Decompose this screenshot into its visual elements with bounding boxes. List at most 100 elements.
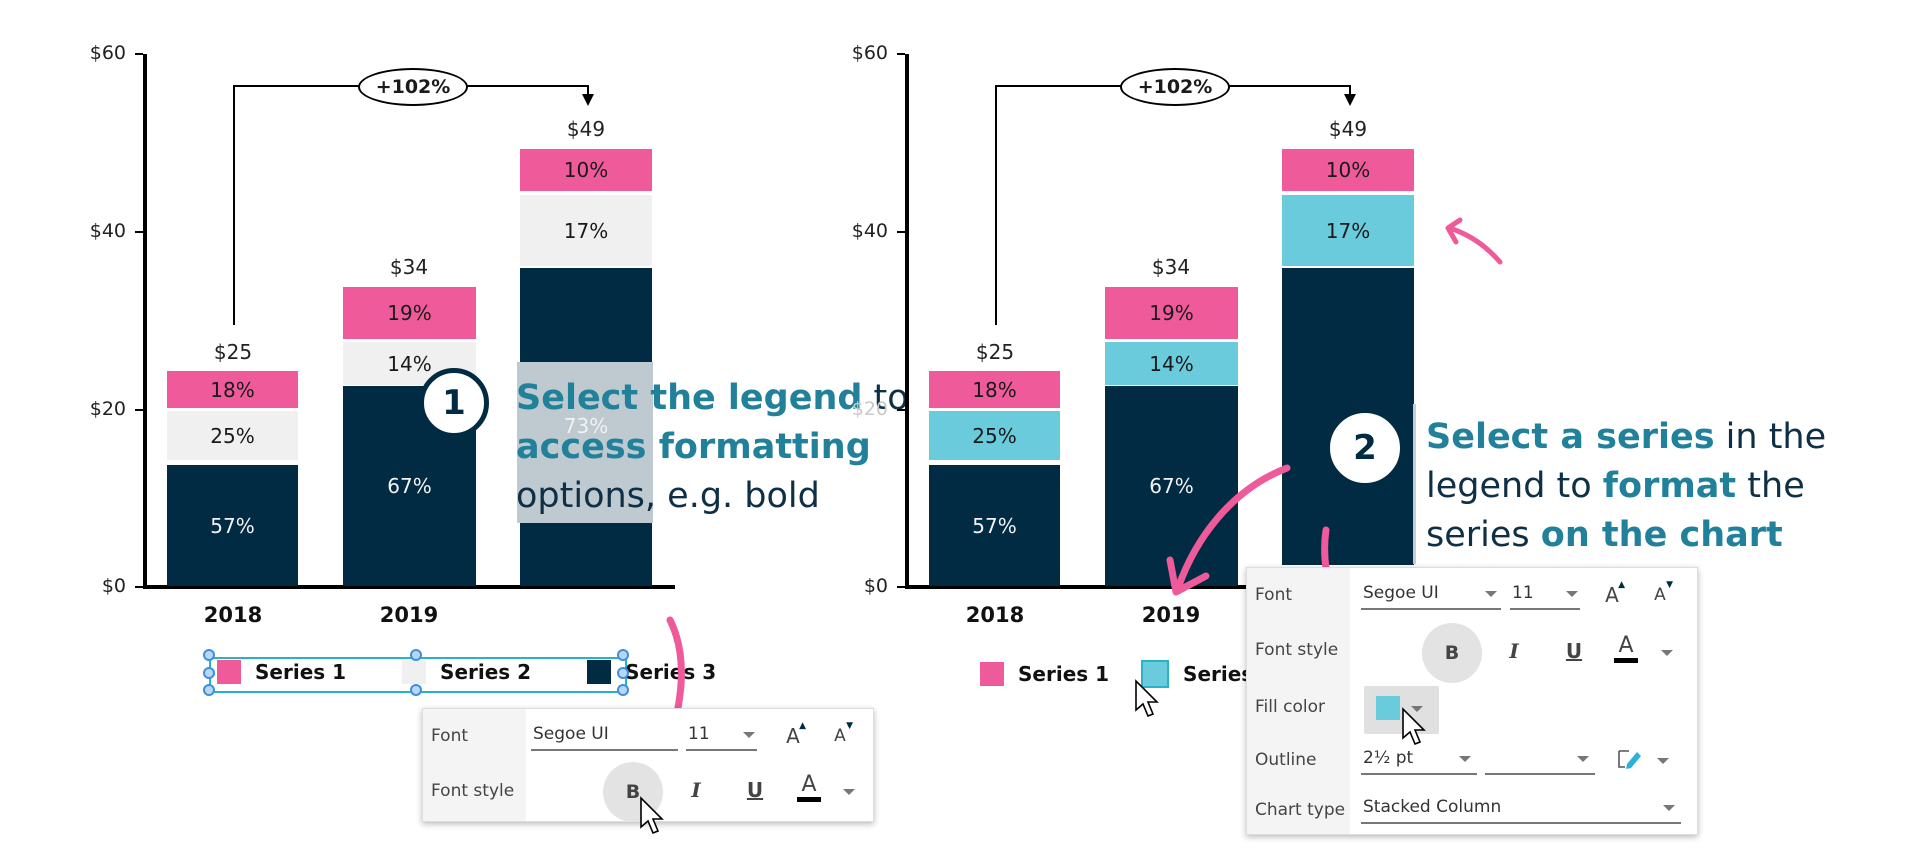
step-1-badge: 1 <box>419 368 489 438</box>
y-tick-label: $20 <box>89 398 126 420</box>
note-emphasis: Select the legend <box>516 378 863 418</box>
font-family-select[interactable]: Segoe UI <box>1361 578 1501 610</box>
caret-down-icon: ▼ <box>1666 580 1673 590</box>
growth-label[interactable]: +102% <box>1120 68 1230 106</box>
caret-up-icon: ▲ <box>799 721 806 731</box>
legend-label: Series 1 <box>255 660 347 684</box>
y-tick-label: $0 <box>863 575 888 597</box>
chevron-down-icon <box>743 732 755 738</box>
bar-segment-series3[interactable]: 57% <box>167 465 298 586</box>
growth-bracket <box>1349 85 1351 97</box>
legend-item-series2[interactable]: Series 2 <box>402 660 565 684</box>
font-size-select[interactable]: 11 <box>1510 578 1580 610</box>
arrow-down-icon <box>1344 94 1356 106</box>
bar-segment-series2[interactable]: 25% <box>167 411 298 460</box>
chevron-down-icon <box>1577 756 1589 762</box>
bar-segment-series2[interactable]: 25% <box>929 411 1060 460</box>
step-2-note: Select a series in the legend to format … <box>1426 413 1896 560</box>
grow-font-button[interactable]: A ▲ <box>1597 580 1627 610</box>
outline-color-pen-icon[interactable] <box>1617 748 1643 770</box>
note-text: in the <box>1714 417 1827 457</box>
legend-item-series1[interactable]: Series 1 <box>217 660 380 684</box>
chevron-down-icon <box>1485 591 1497 597</box>
legend-item-series1[interactable]: Series 1 <box>980 662 1119 686</box>
step-2-badge: 2 <box>1330 413 1400 483</box>
bar-segment-series1[interactable]: 19% <box>1105 287 1238 339</box>
note-backdrop <box>1413 404 1416 564</box>
mouse-cursor-icon <box>1402 707 1426 746</box>
right-chart: $60 $40 $20 $0 +102% $25 18% 25% 57% 201… <box>762 0 1462 868</box>
bold-button[interactable]: B <box>1422 623 1482 683</box>
note-text: series <box>1426 515 1541 555</box>
shrink-font-button[interactable]: A ▼ <box>825 721 855 751</box>
bar-segment-series3[interactable]: 57% <box>929 465 1060 586</box>
legend[interactable]: Series 1 Series 2 Series 3 <box>217 660 738 684</box>
bar-segment-series1[interactable]: 18% <box>167 371 298 408</box>
growth-bracket <box>233 85 235 325</box>
legend-item-series3[interactable]: Series 3 <box>587 660 716 684</box>
chart-type-select[interactable]: Stacked Column <box>1361 792 1681 824</box>
font-color-button[interactable]: A <box>794 769 824 805</box>
font-family-select[interactable]: Segoe UI <box>531 719 678 751</box>
y-axis <box>143 54 147 589</box>
resize-handle[interactable] <box>203 684 215 696</box>
chevron-down-icon[interactable] <box>1661 650 1673 656</box>
font-style-label: Font style <box>431 781 515 801</box>
bar-segment-series2[interactable]: 14% <box>1105 342 1238 385</box>
outline-width-select[interactable]: 2½ pt <box>1361 743 1477 775</box>
grow-font-button[interactable]: A ▲ <box>778 721 808 751</box>
mouse-cursor-icon <box>640 796 664 835</box>
note-text: the <box>1736 466 1805 506</box>
bar-total-label: $25 <box>213 340 253 364</box>
growth-bracket <box>995 85 997 325</box>
bar-segment-series1[interactable]: 19% <box>343 287 476 339</box>
bar-segment-series3[interactable]: 67% <box>1105 386 1238 586</box>
italic-icon: I <box>1509 639 1519 663</box>
bar-segment-label: 73% <box>563 414 609 438</box>
font-color-bar <box>797 796 821 802</box>
resize-handle[interactable] <box>617 667 629 679</box>
note-emphasis: Select a series <box>1426 417 1715 457</box>
font-color-icon: A <box>1618 632 1634 658</box>
resize-handle[interactable] <box>617 684 629 696</box>
y-tick <box>897 53 905 55</box>
y-tick-label: $60 <box>851 42 888 64</box>
panel-label-column <box>423 709 526 821</box>
font-color-button[interactable]: A <box>1611 630 1641 666</box>
resize-handle[interactable] <box>203 649 215 661</box>
italic-button[interactable]: I <box>1499 636 1529 666</box>
fill-color-button[interactable] <box>1364 686 1439 734</box>
note-text: options, e.g. bold <box>516 476 820 516</box>
y-tick-label: $60 <box>89 42 126 64</box>
underline-icon: U <box>1565 639 1583 663</box>
outline-style-select[interactable] <box>1485 743 1595 775</box>
font-family-value: Segoe UI <box>533 724 609 744</box>
resize-handle[interactable] <box>617 649 629 661</box>
resize-handle[interactable] <box>203 667 215 679</box>
x-tick-label: 2019 <box>1141 603 1201 627</box>
note-backdrop <box>517 362 653 523</box>
chevron-down-icon[interactable] <box>843 789 855 795</box>
y-tick-label: $40 <box>851 220 888 242</box>
swatch-series2 <box>1141 660 1170 688</box>
bar-total-label: $49 <box>1328 117 1368 141</box>
resize-handle[interactable] <box>410 649 422 661</box>
bar-segment-series1[interactable]: 10% <box>520 149 652 191</box>
chevron-down-icon[interactable] <box>1657 758 1669 764</box>
font-label: Font <box>1255 585 1293 605</box>
bar-segment-series2[interactable]: 17% <box>520 195 652 266</box>
shrink-font-button[interactable]: A ▼ <box>1645 580 1675 610</box>
italic-button[interactable]: I <box>681 775 711 805</box>
font-color-icon: A <box>801 771 817 797</box>
underline-button[interactable]: U <box>740 775 770 805</box>
caret-up-icon: ▲ <box>1618 580 1625 590</box>
bar-segment-series1[interactable]: 18% <box>929 371 1060 408</box>
underline-button[interactable]: U <box>1559 636 1589 666</box>
x-axis <box>905 585 1325 589</box>
resize-handle[interactable] <box>410 684 422 696</box>
font-size-select[interactable]: 11 <box>686 719 757 751</box>
bar-segment-series1[interactable]: 10% <box>1282 149 1414 191</box>
bar-segment-series2[interactable]: 14% <box>343 342 476 385</box>
bar-segment-series2[interactable]: 17% <box>1282 195 1414 266</box>
growth-label[interactable]: +102% <box>358 68 468 106</box>
